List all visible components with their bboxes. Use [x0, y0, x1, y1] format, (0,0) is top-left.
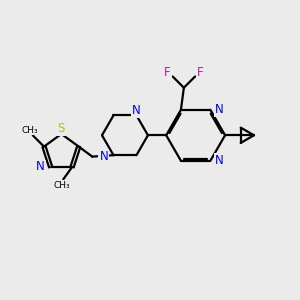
- Text: F: F: [197, 67, 204, 80]
- Text: N: N: [215, 154, 224, 167]
- Text: N: N: [215, 103, 224, 116]
- Text: F: F: [164, 67, 171, 80]
- Text: N: N: [132, 103, 141, 117]
- Text: CH₃: CH₃: [22, 126, 38, 135]
- Text: N: N: [36, 160, 45, 173]
- Text: CH₃: CH₃: [53, 181, 70, 190]
- Text: N: N: [99, 150, 108, 163]
- Text: S: S: [58, 122, 65, 135]
